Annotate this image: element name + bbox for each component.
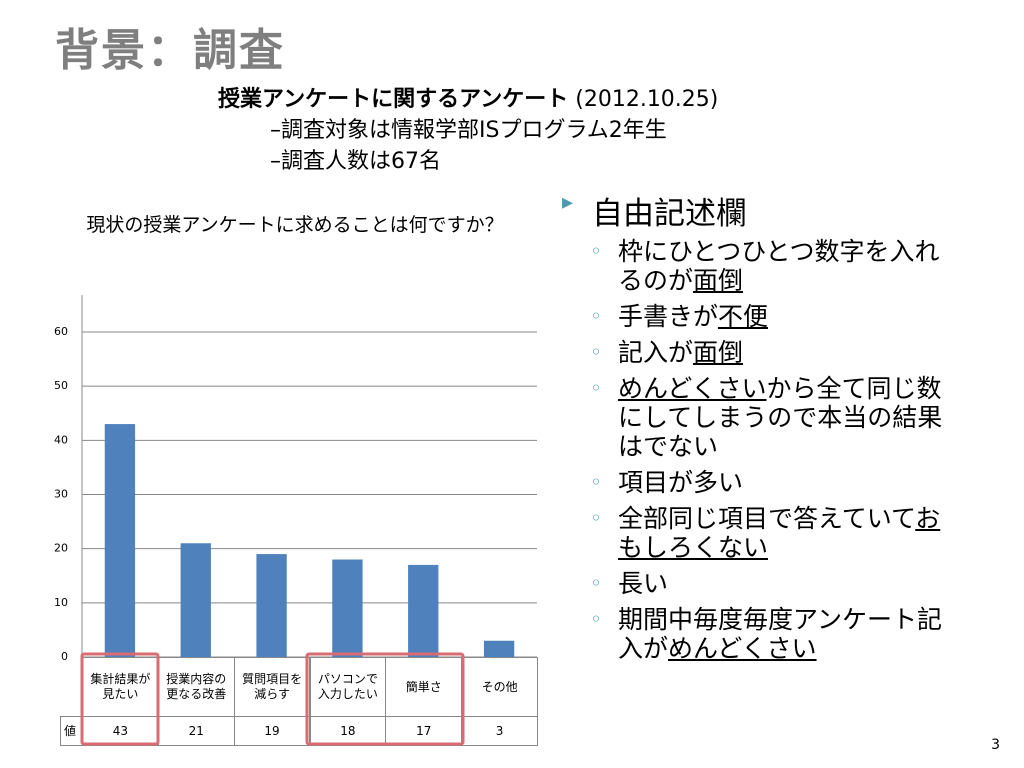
y-tick-label: 0 [61,650,68,663]
bar [332,559,363,657]
text: 全部同じ項目で答えていて [618,504,916,533]
value-label: 18 [309,716,387,746]
text: 項目が多い [618,468,744,497]
series-label: 値 [60,716,83,746]
chart: 0 10 20 30 40 50 60 [54,295,537,663]
text: 記入が [618,338,694,367]
notes-heading: 自由記述欄 [562,188,962,233]
category-label: 質問項目を減らす [233,657,311,717]
survey-item: –調査対象は情報学部ISプログラム2年生 [270,118,667,143]
survey-name: 授業アンケートに関するアンケート [218,87,569,112]
y-tick-label: 40 [54,433,68,446]
bar [180,543,211,657]
note-item: めんどくさいから全て同じ数にしてしまうので本当の結果はでない [590,374,962,461]
y-tick-label: 30 [54,488,68,501]
underlined-text: 面倒 [693,338,744,367]
note-item: 全部同じ項目で答えていておもしろくない [590,504,962,562]
note-item: 長い [590,569,962,598]
survey-item: –調査人数は67名 [270,149,441,174]
underlined-text: おもしろくない [618,504,941,562]
text: から全て同じ数にしてしまうので本当の結果はでない [618,374,943,461]
value-label: 3 [461,716,538,746]
value-label: 19 [233,716,311,746]
category-label: 集計結果が見たい [82,657,159,717]
notes: 自由記述欄 枠にひとつひとつ数字を入れるのが面倒手書きが不便記入が面倒めんどくさ… [562,188,962,670]
note-item: 期間中毎度毎度アンケート記入がめんどくさい [590,605,962,663]
category-label: 簡単さ [385,657,463,717]
note-item: 項目が多い [590,468,962,497]
notes-list: 枠にひとつひとつ数字を入れるのが面倒手書きが不便記入が面倒めんどくさいから全て同… [562,237,962,663]
underlined-text: めんどくさい [618,374,767,403]
bar [256,554,287,657]
value-label: 43 [82,716,159,746]
note-item: 記入が面倒 [590,338,962,367]
data-table: 値集計結果が見たい 43 授業内容の更なる改善 21 質問項目を減らす 19 パソコンで入力… [60,657,538,746]
note-item: 手書きが不便 [590,302,962,331]
bar [104,424,136,657]
text: 長い [618,569,669,598]
value-label: 21 [157,716,235,746]
survey-info: 授業アンケートに関するアンケート (2012.10.25) –調査対象は情報学部… [218,84,718,177]
y-tick-label: 10 [54,596,68,609]
underlined-text: 不便 [718,302,769,331]
note-item: 枠にひとつひとつ数字を入れるのが面倒 [590,237,962,295]
y-tick-label: 20 [54,542,68,555]
underlined-text: めんどくさい [668,634,817,663]
text: 枠にひとつひとつ数字を入れるのが [618,237,940,295]
bar [408,564,439,657]
survey-date: (2012.10.25) [575,87,719,112]
category-label: パソコンで入力したい [309,657,387,717]
page-number: 3 [991,737,1000,753]
text: 手書きが [618,302,719,331]
category-label: 授業内容の更なる改善 [157,657,235,717]
underlined-text: 面倒 [693,266,744,295]
category-label: その他 [461,657,538,717]
y-tick-label: 60 [54,325,68,338]
slide-title: 背景：調査 [55,25,285,76]
bar [483,640,515,657]
chart-title: 現状の授業アンケートに求めることは何ですか？ [86,214,504,236]
y-tick-label: 50 [54,379,68,392]
value-label: 17 [385,716,463,746]
text: 期間中毎度毎度アンケート記入が [618,605,943,663]
